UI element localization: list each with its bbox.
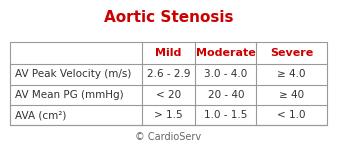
Text: Severe: Severe [270, 48, 313, 58]
Text: > 1.5: > 1.5 [154, 110, 183, 120]
Text: 3.0 - 4.0: 3.0 - 4.0 [204, 69, 247, 79]
Text: Aortic Stenosis: Aortic Stenosis [104, 10, 233, 25]
Text: 2.6 - 2.9: 2.6 - 2.9 [147, 69, 190, 79]
Bar [10, 42, 327, 125]
Text: AV Mean PG (mmHg): AV Mean PG (mmHg) [15, 90, 124, 100]
Text: < 1.0: < 1.0 [277, 110, 306, 120]
Text: ≥ 4.0: ≥ 4.0 [277, 69, 306, 79]
Text: Moderate: Moderate [196, 48, 256, 58]
Text: 1.0 - 1.5: 1.0 - 1.5 [204, 110, 247, 120]
Text: AVA (cm²): AVA (cm²) [15, 110, 66, 120]
Text: Mild: Mild [155, 48, 182, 58]
Text: AV Peak Velocity (m/s): AV Peak Velocity (m/s) [15, 69, 131, 79]
Text: © CardioServ: © CardioServ [135, 132, 202, 142]
Text: ≥ 40: ≥ 40 [279, 90, 304, 100]
Text: < 20: < 20 [156, 90, 181, 100]
Text: 20 - 40: 20 - 40 [208, 90, 244, 100]
